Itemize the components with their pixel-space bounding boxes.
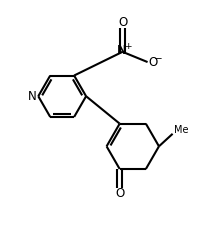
Text: N: N (28, 90, 37, 103)
Text: O: O (115, 187, 124, 200)
Text: O: O (118, 16, 127, 30)
Text: O: O (148, 55, 157, 69)
Text: −: − (154, 54, 163, 64)
Text: +: + (124, 42, 131, 51)
Text: Me: Me (174, 125, 188, 135)
Text: N: N (117, 45, 127, 57)
